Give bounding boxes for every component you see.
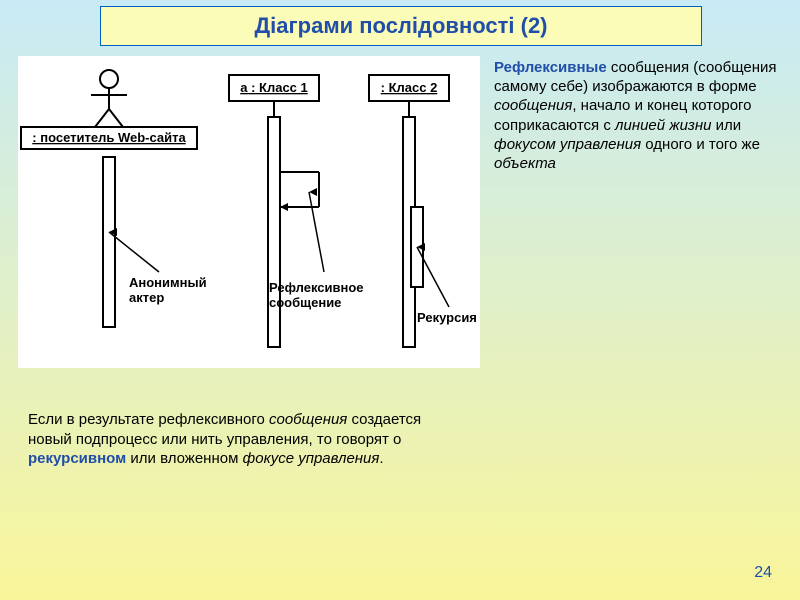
svg-text:: посетитель Web-сайта: : посетитель Web-сайта bbox=[32, 130, 186, 145]
svg-text:Анонимный: Анонимный bbox=[129, 275, 207, 290]
svg-text:: Класс 2: : Класс 2 bbox=[381, 80, 438, 95]
svg-text:Рефлексивное: Рефлексивное bbox=[269, 280, 364, 295]
svg-text:сообщение: сообщение bbox=[269, 295, 341, 310]
page-number: 24 bbox=[754, 564, 772, 582]
slide-title-text: Діаграми послідовності (2) bbox=[254, 13, 547, 39]
slide: Діаграми послідовності (2) : посетитель … bbox=[0, 0, 800, 600]
side-hl-reflexive: Рефлексивные bbox=[494, 59, 607, 76]
svg-text:а : Класс 1: а : Класс 1 bbox=[240, 80, 308, 95]
svg-text:Рекурсия: Рекурсия bbox=[417, 310, 477, 325]
bottom-paragraph: Если в результате рефлексивного сообщени… bbox=[28, 410, 448, 469]
slide-title: Діаграми послідовності (2) bbox=[100, 6, 702, 46]
bottom-hl-recursive: рекурсивном bbox=[28, 450, 126, 467]
diagram-svg: : посетитель Web-сайта Анонимныйактер а : … bbox=[19, 57, 479, 367]
sequence-diagram: : посетитель Web-сайта Анонимныйактер а : … bbox=[18, 56, 480, 368]
side-paragraph: Рефлексивные сообщения (сообщения самому… bbox=[494, 58, 784, 173]
svg-text:актер: актер bbox=[129, 290, 164, 305]
